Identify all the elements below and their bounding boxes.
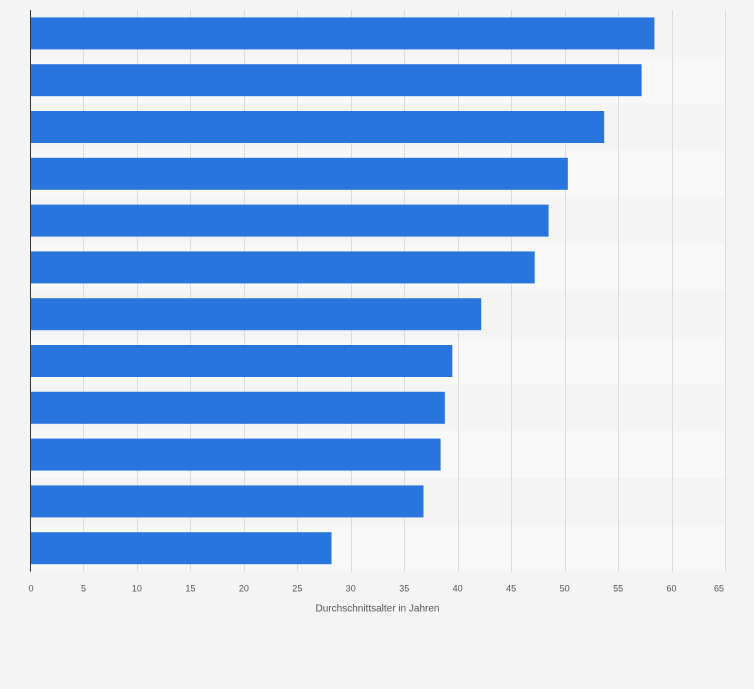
bar [30, 391, 445, 424]
bar [30, 17, 655, 50]
x-tick-label: 50 [560, 584, 570, 594]
x-tick-label: 35 [399, 584, 409, 594]
x-tick-label: 40 [453, 584, 463, 594]
x-tick-label: 5 [81, 584, 86, 594]
x-tick-label: 15 [185, 584, 195, 594]
bar [30, 438, 441, 471]
x-axis-title: Durchschnittsalter in Jahren [316, 604, 440, 615]
bar [30, 157, 568, 190]
x-tick-label: 0 [28, 584, 33, 594]
bar [30, 204, 549, 237]
x-tick-label: 60 [667, 584, 677, 594]
bar [30, 485, 424, 518]
x-tick-label: 45 [506, 584, 516, 594]
x-tick-label: 55 [613, 584, 623, 594]
x-tick-label: 25 [292, 584, 302, 594]
x-tick-label: 10 [132, 584, 142, 594]
x-tick-label: 20 [239, 584, 249, 594]
bar [30, 532, 332, 565]
bars [30, 17, 655, 565]
bar [30, 111, 605, 143]
bar [30, 64, 642, 97]
x-tick-labels: 0 5 10 15 20 25 30 35 40 45 50 55 60 65 [28, 584, 724, 594]
bar [30, 345, 453, 377]
x-tick-label: 30 [346, 584, 356, 594]
bar [30, 251, 535, 284]
x-tick-label: 65 [714, 584, 724, 594]
bar [30, 298, 482, 331]
gridlines [83, 10, 726, 572]
